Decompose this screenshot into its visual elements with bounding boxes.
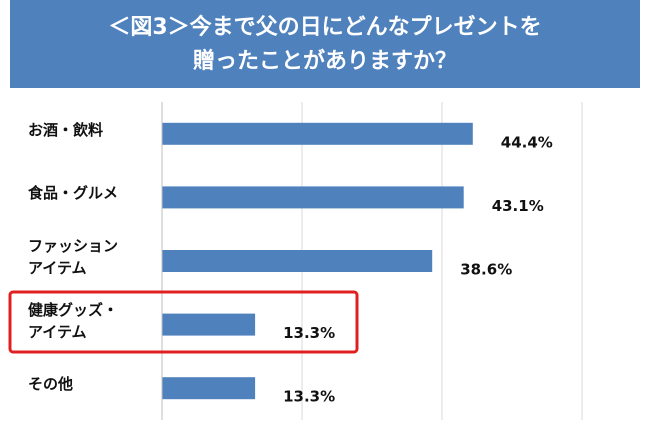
value-label: 44.4% <box>501 133 553 151</box>
chart-title: ＜図3＞今まで父の日にどんなプレゼントを <box>108 14 541 40</box>
title-band <box>10 0 640 88</box>
bar <box>162 313 256 336</box>
category-label: ファッション アイテム <box>28 237 119 277</box>
value-label: 43.1% <box>492 197 544 215</box>
bar <box>162 377 256 400</box>
category-label: その他 <box>28 375 74 394</box>
category-label: 健康グッズ・ アイテム <box>28 300 119 341</box>
value-label: 13.3% <box>283 324 335 342</box>
bar <box>162 250 433 272</box>
highlight-box <box>8 290 359 354</box>
bar <box>162 186 464 209</box>
chart-title: 贈ったことがありますか？ <box>193 48 457 74</box>
category-label: 食品・グルメ <box>28 184 119 203</box>
value-label: 13.3% <box>283 388 335 406</box>
value-label: 38.6% <box>460 261 512 279</box>
category-label: お酒・飲料 <box>28 120 104 139</box>
bar <box>162 122 473 145</box>
